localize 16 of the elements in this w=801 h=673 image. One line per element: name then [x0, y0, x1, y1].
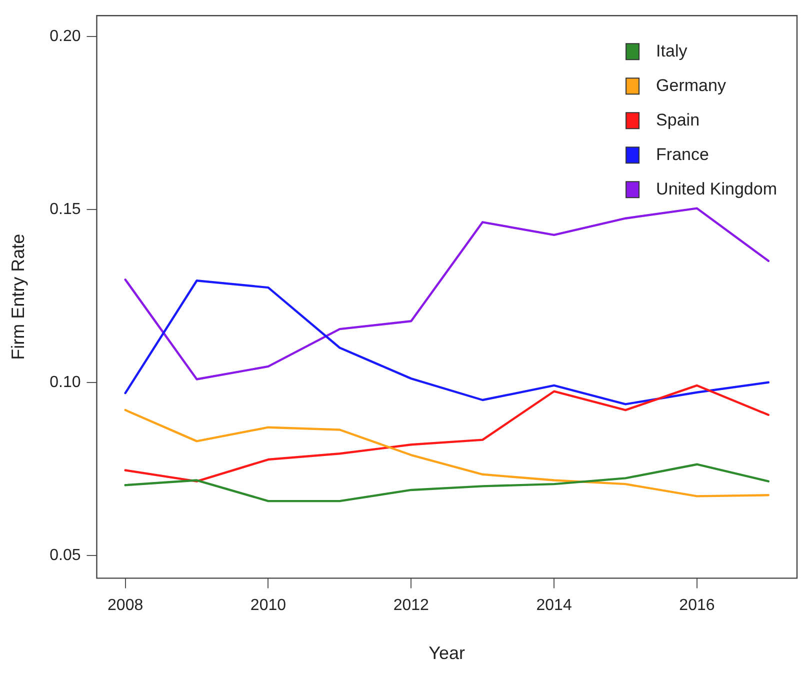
legend-label: France — [656, 144, 709, 164]
x-tick-label: 2014 — [536, 597, 572, 614]
legend-label: Germany — [656, 76, 726, 95]
legend-label: United Kingdom — [656, 179, 778, 198]
x-tick-label: 2012 — [393, 597, 430, 614]
y-tick-label: 0.05 — [50, 546, 81, 564]
x-tick-label: 2010 — [250, 597, 286, 614]
legend-label: Italy — [656, 41, 688, 60]
y-tick-label: 0.15 — [50, 200, 81, 218]
x-tick-label: 2008 — [108, 597, 144, 614]
legend-label: Spain — [656, 110, 700, 130]
y-tick-label: 0.20 — [50, 28, 81, 45]
x-axis-title: Year — [428, 643, 466, 664]
x-tick-label: 2016 — [679, 597, 715, 614]
y-axis-title: Firm Entry Rate — [8, 234, 28, 360]
y-tick-label: 0.10 — [50, 374, 81, 391]
